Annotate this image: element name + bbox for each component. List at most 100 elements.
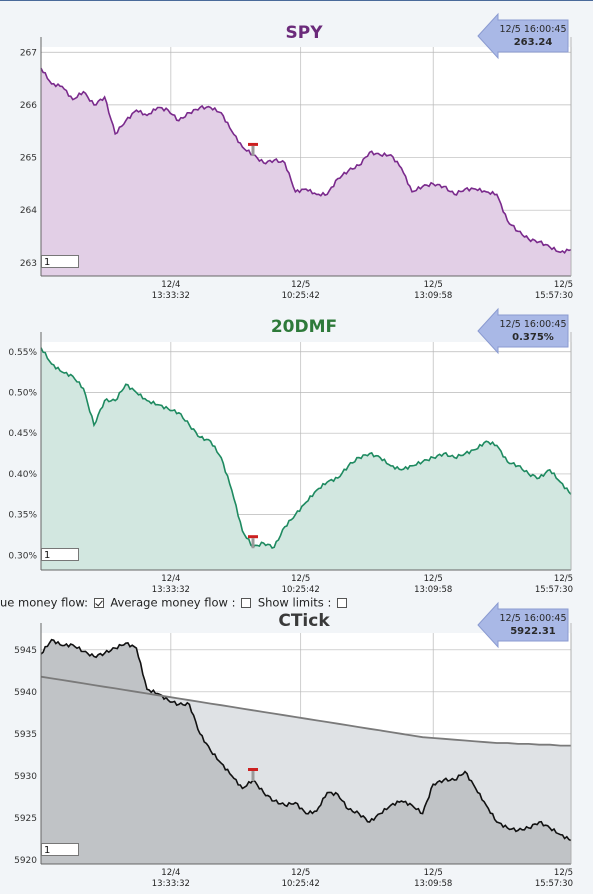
spy-point-16 (210, 107, 211, 108)
dmf-point-32 (380, 457, 381, 458)
ctick-event-marker[interactable] (248, 768, 258, 781)
dmf-callout-value: 0.375% (512, 332, 554, 343)
dmf-point-4 (83, 388, 84, 389)
spy-value-callout: 12/5 16:00:45 263.24 (477, 12, 569, 60)
spy-point-48 (549, 247, 550, 248)
dmf-point-31 (369, 453, 370, 454)
ctick-point-6 (104, 653, 105, 654)
spy-series-line (40, 67, 572, 255)
dmf-xtick-time-0: 13:33:32 (152, 585, 190, 595)
ctick-area-fill (41, 639, 571, 864)
dmf-point-42 (486, 441, 487, 442)
ctick-point-13 (178, 704, 179, 705)
ctick-point-18 (231, 775, 232, 776)
dmf-point-39 (454, 457, 455, 458)
ctick-point-9 (136, 648, 137, 649)
dmf-point-23 (284, 526, 285, 527)
ctick-point-8 (125, 643, 126, 644)
ctick-point-32 (380, 813, 381, 814)
spy-point-46 (528, 239, 529, 240)
ctick-point-10 (147, 689, 148, 690)
option-label-1: ue money flow: (0, 595, 89, 610)
dmf-xtick-date-2: 12/5 (424, 574, 443, 584)
dmf-point-5 (94, 425, 95, 426)
dmf-point-11 (157, 404, 158, 405)
dmf-ytick-label-0: 0.30% (8, 551, 37, 561)
ctick-xtick-time-2: 13:09:58 (414, 879, 452, 889)
dmf-xtick-time-2: 13:09:58 (414, 585, 452, 595)
dmf-point-48 (549, 469, 550, 470)
ctick-point-3 (72, 644, 73, 645)
ctick-point-30 (359, 813, 360, 814)
spy-point-36 (422, 186, 423, 187)
dmf-point-27 (327, 482, 328, 483)
dmf-point-13 (178, 412, 179, 413)
ctick-callout-value: 5922.31 (510, 626, 556, 637)
dmf-point-7 (115, 400, 116, 401)
spy-point-6 (104, 97, 105, 98)
dmf-point-34 (401, 469, 402, 470)
spy-ytick-label-0: 263 (20, 259, 37, 269)
dmf-ytick-label-5: 0.55% (8, 348, 37, 358)
spy-event-marker[interactable] (248, 142, 258, 156)
spy-ytick-label-3: 266 (20, 101, 37, 111)
dmf-ytick-label-3: 0.45% (8, 429, 37, 439)
spy-point-42 (486, 191, 487, 192)
ctick-zoom-input[interactable]: 1 (41, 843, 79, 856)
spy-point-17 (221, 112, 222, 113)
dmf-point-38 (443, 453, 444, 454)
spy-point-35 (412, 191, 413, 192)
dmf-point-30 (359, 457, 360, 458)
dmf-chart-title: 20DMF (271, 317, 337, 337)
option-checkbox-3[interactable] (336, 597, 347, 608)
spy-point-10 (147, 115, 148, 116)
spy-point-29 (348, 170, 349, 171)
ctick-point-39 (454, 780, 455, 781)
ctick-point-11 (157, 693, 158, 694)
spy-point-13 (178, 120, 179, 121)
ctick-point-16 (210, 750, 211, 751)
dmf-point-2 (62, 372, 63, 373)
dmf-chart[interactable]: 0.30% 0.35% 0.40% 0.45% 0.50% 0.55% 12/413:33:… (0, 305, 593, 595)
dmf-point-21 (263, 543, 264, 544)
ctick-point-47 (539, 822, 540, 823)
dmf-point-18 (231, 490, 232, 491)
ctick-series-line (40, 638, 572, 842)
spy-ytick-label-1: 264 (20, 206, 37, 216)
option-checkbox-2[interactable] (241, 597, 252, 608)
ctick-xtick-date-3: 12/5 (554, 868, 573, 878)
spy-point-43 (496, 194, 497, 195)
spy-point-49 (560, 252, 561, 253)
spy-point-12 (168, 110, 169, 111)
spy-point-40 (465, 189, 466, 190)
spy-xtick-time-1: 10:25:42 (282, 291, 320, 301)
dmf-point-29 (348, 465, 349, 466)
dmf-point-25 (306, 502, 307, 503)
spy-ytick-label-4: 267 (20, 48, 37, 58)
spy-point-30 (359, 165, 360, 166)
spy-point-28 (337, 178, 338, 179)
dmf-point-16 (210, 441, 211, 442)
spy-point-4 (83, 91, 84, 92)
ctick-chart[interactable]: 5920 5925 5930 5935 5940 5945 12/413:33:32 12/5… (0, 600, 593, 894)
spy-point-44 (507, 220, 508, 221)
dmf-zoom-input[interactable]: 1 (41, 548, 79, 561)
dmf-chart-panel: 0.30% 0.35% 0.40% 0.45% 0.50% 0.55% 12/4 13:33:… (0, 305, 593, 595)
ctick-chart-title: CTick (278, 611, 330, 631)
spy-point-7 (115, 133, 116, 134)
dmf-event-marker[interactable] (248, 535, 258, 549)
options-bar: ue money flow: Average money flow : Show… (0, 595, 593, 611)
dmf-point-12 (168, 408, 169, 409)
ctick-xtick-time-3: 15:57:30 (535, 879, 573, 889)
spy-point-41 (475, 189, 476, 190)
spy-chart[interactable]: 26326426526626712/413:33:3212/510:25:421… (0, 0, 593, 305)
option-checkbox-1[interactable] (93, 597, 104, 608)
spy-zoom-input[interactable]: 1 (41, 255, 79, 268)
ctick-point-21 (263, 792, 264, 793)
spy-point-32 (380, 154, 381, 155)
spy-xtick-time-2: 13:09:58 (414, 291, 452, 301)
ctick-point-12 (168, 700, 169, 701)
dmf-point-28 (337, 478, 338, 479)
ctick-point-49 (560, 834, 561, 835)
dmf-point-45 (518, 465, 519, 466)
